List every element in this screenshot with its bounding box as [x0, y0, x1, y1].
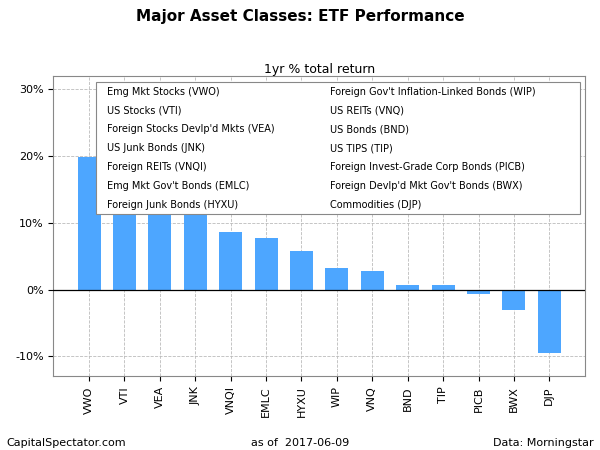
Text: as of  2017-06-09: as of 2017-06-09: [251, 438, 349, 448]
Text: Foreign Junk Bonds (HYXU): Foreign Junk Bonds (HYXU): [107, 200, 238, 210]
Text: Foreign Gov't Inflation-Linked Bonds (WIP): Foreign Gov't Inflation-Linked Bonds (WI…: [330, 86, 535, 96]
Text: Emg Mkt Stocks (VWO): Emg Mkt Stocks (VWO): [107, 86, 219, 96]
Text: US Junk Bonds (JNK): US Junk Bonds (JNK): [107, 143, 205, 153]
Bar: [219, 232, 242, 290]
FancyBboxPatch shape: [96, 82, 580, 214]
Bar: [77, 157, 101, 290]
Text: Major Asset Classes: ETF Performance: Major Asset Classes: ETF Performance: [136, 9, 464, 24]
Text: Foreign REITs (VNQI): Foreign REITs (VNQI): [107, 162, 206, 172]
Bar: [325, 268, 349, 290]
Bar: [148, 184, 172, 290]
Text: Foreign Devlp'd Mkt Gov't Bonds (BWX): Foreign Devlp'd Mkt Gov't Bonds (BWX): [330, 181, 523, 191]
Text: CapitalSpectator.com: CapitalSpectator.com: [6, 438, 125, 448]
Bar: [467, 290, 490, 294]
Bar: [290, 251, 313, 290]
Bar: [502, 290, 526, 310]
Text: Commodities (DJP): Commodities (DJP): [330, 200, 421, 210]
Text: US REITs (VNQ): US REITs (VNQ): [330, 105, 404, 116]
Bar: [396, 285, 419, 290]
Text: US Stocks (VTI): US Stocks (VTI): [107, 105, 181, 116]
Text: Data: Morningstar: Data: Morningstar: [493, 438, 594, 448]
Text: Foreign Invest-Grade Corp Bonds (PICB): Foreign Invest-Grade Corp Bonds (PICB): [330, 162, 524, 172]
Bar: [538, 290, 561, 353]
Bar: [431, 285, 455, 290]
Title: 1yr % total return: 1yr % total return: [263, 63, 375, 76]
Bar: [184, 215, 207, 290]
Bar: [254, 238, 278, 290]
Text: Foreign Stocks Devlp'd Mkts (VEA): Foreign Stocks Devlp'd Mkts (VEA): [107, 124, 274, 135]
Bar: [113, 171, 136, 290]
Text: US TIPS (TIP): US TIPS (TIP): [330, 143, 392, 153]
Bar: [361, 271, 384, 290]
Text: US Bonds (BND): US Bonds (BND): [330, 124, 409, 135]
Text: Emg Mkt Gov't Bonds (EMLC): Emg Mkt Gov't Bonds (EMLC): [107, 181, 249, 191]
